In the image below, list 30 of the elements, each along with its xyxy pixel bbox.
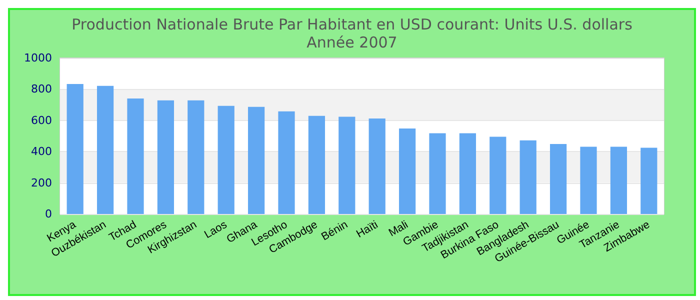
bar [96, 86, 114, 214]
bar [218, 106, 234, 214]
x-tick-label: Bénin [320, 218, 350, 244]
bar [157, 100, 174, 214]
bar [398, 128, 416, 214]
bar [490, 136, 506, 214]
y-tick-label: 0 [45, 208, 52, 220]
y-tick-label: 1000 [24, 52, 52, 64]
bar [66, 84, 84, 214]
bar [278, 111, 295, 214]
bar [520, 140, 536, 214]
bar [429, 133, 446, 214]
bar [459, 133, 476, 214]
bar [248, 106, 265, 214]
x-tick-label: Haïti [354, 218, 380, 240]
y-tick-label: 800 [31, 82, 52, 96]
y-tick-label: 200 [31, 176, 52, 190]
chart-title: Production Nationale Brute Par Habitant en USD courant: Units U.S. dollars [72, 16, 633, 34]
bar [188, 100, 204, 214]
bar [368, 118, 386, 214]
bar [308, 116, 326, 214]
bar [640, 148, 658, 214]
y-tick-label: 400 [31, 145, 52, 158]
bar [550, 144, 567, 214]
bar [127, 98, 144, 214]
bar [610, 146, 628, 214]
bar [338, 116, 356, 214]
bar [580, 146, 597, 214]
y-tick-label: 600 [31, 114, 52, 127]
chart-subtitle: Année 2007 [306, 34, 398, 52]
